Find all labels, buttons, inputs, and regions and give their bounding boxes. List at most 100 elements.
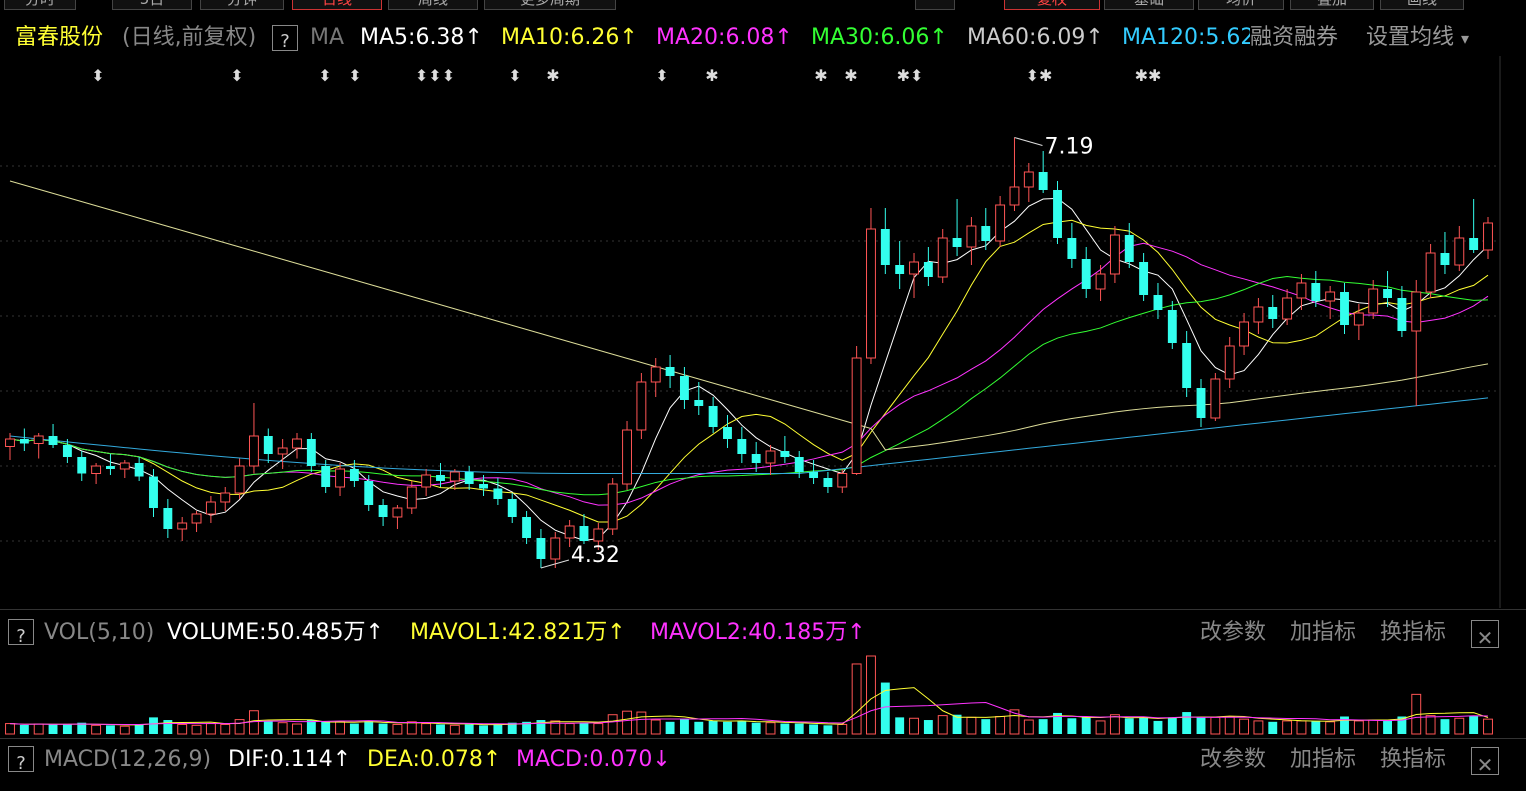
macd-params-button[interactable]: 改参数: [1200, 747, 1267, 772]
ma60-line: [9, 180, 1489, 451]
volume-bar: [823, 725, 833, 734]
candle-body: [522, 517, 532, 538]
ma10-value: MA10:6.26↑: [501, 25, 638, 50]
candle-body: [1182, 343, 1192, 388]
candle-body: [636, 381, 647, 431]
volume-bar: [321, 721, 331, 734]
candle-body: [823, 478, 833, 487]
candle-body: [751, 454, 761, 463]
candle-body: [909, 261, 919, 275]
volume-bar: [62, 724, 72, 734]
candlestick-chart[interactable]: ⬍ ⬍ ⬍ ⬍ ⬍⬍⬍ ⬍ ✱ ⬍ ✱ ✱ ✱ ✱⬍ ⬍✱ ✱✱ 7.19 4.32: [0, 56, 1526, 666]
volume-bars: [5, 655, 1493, 735]
event-marker-icon: ✱✱: [1135, 66, 1162, 85]
tab-rights[interactable]: 复权: [1004, 0, 1100, 10]
volume-bar: [937, 715, 948, 735]
candle-body: [679, 376, 689, 400]
volume-bar: [1340, 716, 1349, 734]
candle-body: [851, 357, 862, 474]
candle-body: [364, 481, 374, 505]
margin-trading-button[interactable]: 融资融券: [1250, 25, 1339, 50]
candle-body: [464, 472, 474, 484]
ma5-value: MA5:6.38↑: [360, 25, 483, 50]
mavol2-line: [9, 702, 1489, 726]
volume-bar: [1483, 718, 1493, 735]
tab-overlay[interactable]: 叠加: [1290, 0, 1374, 10]
candle-body: [392, 507, 403, 518]
volume-bar: [406, 721, 417, 735]
tab-daily[interactable]: 日线: [292, 0, 382, 10]
volume-bar: [19, 724, 29, 734]
volume-bar: [708, 720, 718, 734]
volume-bar: [780, 723, 790, 734]
candle-body: [1139, 262, 1149, 295]
candle-body: [421, 474, 432, 488]
volume-bar: [392, 723, 403, 735]
settings-ma-button[interactable]: 设置均线 ▾: [1366, 25, 1470, 50]
candle-body: [134, 463, 144, 477]
volume-bar: [522, 721, 532, 734]
tab-avg[interactable]: 均价: [1198, 0, 1284, 10]
candle-body: [952, 238, 962, 247]
volume-bar: [1469, 715, 1479, 734]
candle-body: [665, 367, 675, 376]
vol-title[interactable]: VOL(5,10): [44, 620, 155, 645]
help-button[interactable]: ?: [272, 25, 298, 52]
macd-dif: DIF:0.114↑: [228, 747, 352, 772]
volume-bar: [1224, 715, 1235, 735]
vol-volume: VOLUME:50.485万↑: [167, 620, 384, 645]
candle-body: [1009, 186, 1020, 206]
macd-close-icon[interactable]: ✕: [1471, 747, 1499, 777]
vol-close-icon[interactable]: ✕: [1471, 620, 1499, 650]
macd-switch-indicator-button[interactable]: 换指标: [1380, 747, 1447, 772]
candle-body: [1081, 259, 1091, 289]
volume-chart[interactable]: [0, 650, 1526, 736]
candle-body: [1483, 222, 1493, 251]
tab-weekly[interactable]: 周线: [388, 0, 478, 10]
ma120-line: [9, 397, 1489, 474]
vol-add-indicator-button[interactable]: 加指标: [1290, 620, 1357, 645]
ma30-line: [9, 275, 1489, 496]
tab-5day[interactable]: 5日: [112, 0, 192, 10]
volume-bar: [1167, 717, 1177, 734]
candle-body: [708, 406, 718, 427]
tab-blank[interactable]: [915, 0, 955, 10]
tab-basic[interactable]: 基础: [1104, 0, 1194, 10]
volume-bar: [306, 720, 316, 734]
volume-bar: [436, 724, 445, 734]
vol-params-button[interactable]: 改参数: [1200, 620, 1267, 645]
tab-more-periods[interactable]: 更多周期: [484, 0, 616, 10]
macd-title[interactable]: MACD(12,26,9): [44, 747, 212, 772]
candle-body: [1311, 283, 1321, 301]
tab-minute[interactable]: 分钟: [200, 0, 284, 10]
candle-body: [5, 438, 15, 447]
candle-body: [1368, 288, 1379, 314]
candle-body: [1023, 171, 1034, 188]
event-marker-icon: ⬍⬍⬍: [415, 66, 455, 85]
candle-body: [650, 366, 661, 383]
macd-add-indicator-button[interactable]: 加指标: [1290, 747, 1357, 772]
volume-bar: [149, 717, 158, 734]
candle-body: [321, 466, 331, 487]
tab-fenshi[interactable]: 分时: [4, 0, 76, 10]
macd-help-button[interactable]: ?: [8, 746, 34, 774]
event-marker-icon: ✱⬍: [897, 66, 924, 85]
candle-body: [1340, 292, 1349, 325]
vol-help-button[interactable]: ?: [8, 619, 34, 647]
candle-body: [981, 226, 991, 241]
volume-bar: [737, 720, 747, 734]
vol-switch-indicator-button[interactable]: 换指标: [1380, 620, 1447, 645]
ma-label[interactable]: MA: [310, 25, 345, 50]
candle-body: [349, 469, 359, 481]
volume-bar: [895, 717, 905, 734]
candle-body: [723, 427, 732, 439]
candle-body: [177, 522, 188, 530]
stock-name[interactable]: 富春股份: [15, 25, 104, 50]
volume-bar: [292, 723, 302, 735]
volume-bar: [234, 719, 245, 735]
volume-bar: [177, 723, 188, 735]
volume-bar: [421, 723, 432, 735]
mavol1-line: [9, 687, 1489, 726]
tab-draw[interactable]: 画线: [1380, 0, 1464, 10]
macd-dea: DEA:0.078↑: [367, 747, 502, 772]
